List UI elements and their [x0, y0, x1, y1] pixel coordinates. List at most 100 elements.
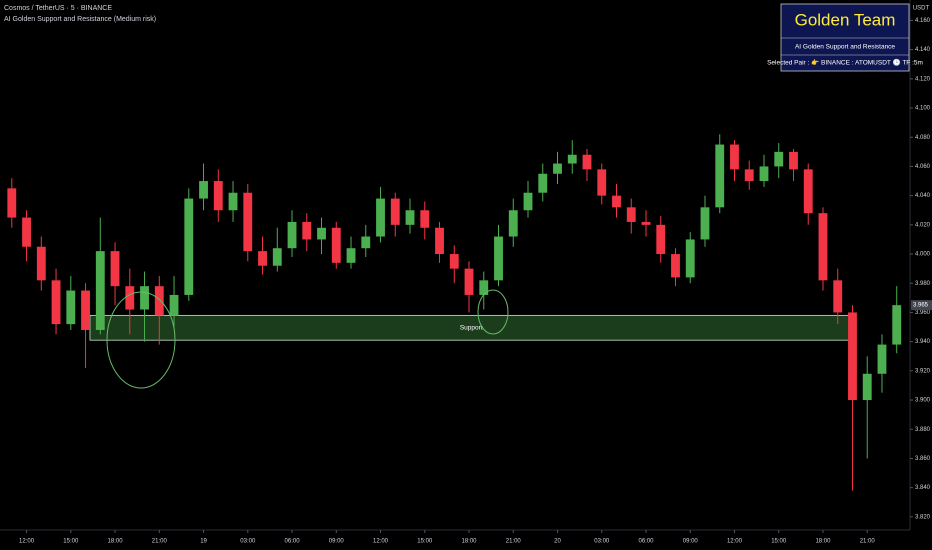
info-panel [780, 3, 910, 72]
y-tick-label: 4.000 [915, 252, 931, 258]
candle-body [479, 280, 489, 295]
candle-body [715, 144, 725, 208]
candle-body [730, 144, 739, 170]
candle-body [877, 344, 887, 374]
candle-body [892, 305, 902, 345]
x-tick-label: 21:00 [152, 539, 168, 545]
candle-body [390, 198, 400, 225]
x-tick-label: 15:00 [63, 539, 79, 545]
candle-body [671, 254, 680, 278]
candle-body [523, 192, 533, 211]
x-tick-label: 18:00 [108, 539, 124, 545]
x-tick-label: 15:00 [417, 539, 433, 545]
candle-body [597, 169, 607, 196]
candle-body [700, 207, 710, 240]
candle-body [22, 217, 31, 247]
candle-body [169, 294, 179, 316]
x-tick-label: 15:00 [771, 539, 787, 545]
y-tick-label: 4.080 [915, 135, 931, 141]
y-tick-label: 4.060 [915, 164, 931, 170]
candle-body [36, 246, 46, 281]
candle-body [302, 221, 312, 240]
candle-body [803, 169, 813, 214]
candle-body [567, 154, 577, 164]
y-tick-label: 4.040 [915, 193, 931, 199]
candle-body [51, 280, 61, 325]
candle-body [553, 163, 562, 174]
candle-body [789, 151, 798, 170]
candle-body [258, 251, 267, 266]
plot-area: Support [7, 134, 902, 491]
panel-title: Golden Team [795, 10, 896, 29]
candle-body [272, 248, 282, 266]
candle-body [626, 207, 636, 222]
candle-body [641, 221, 651, 225]
candle-body [449, 254, 459, 269]
candle-body [110, 251, 120, 287]
y-tick-label: 4.140 [915, 47, 931, 53]
y-tick-label: 4.100 [915, 106, 931, 112]
panel-pair: Selected Pair : 👉 BINANCE : ATOMUSDT 🕒 T… [767, 59, 923, 67]
candle-body [184, 198, 194, 295]
x-tick-label: 03:00 [594, 539, 610, 545]
candle-body [81, 290, 90, 330]
x-tick-label: 20 [554, 539, 561, 545]
support-label: Support [460, 325, 483, 332]
candle-body [331, 227, 341, 263]
x-tick-label: 12:00 [19, 539, 35, 545]
panel-subtitle: AI Golden Support and Resistance [795, 44, 895, 51]
y-tick-label: 3.960 [915, 310, 931, 316]
candle-body [125, 286, 135, 310]
candle-body [199, 181, 208, 199]
y-tick-label: 3.820 [915, 514, 931, 520]
candle-body [154, 286, 164, 316]
y-tick-label: 4.120 [915, 76, 931, 82]
candle-body [346, 248, 356, 263]
y-tick-label: 3.880 [915, 427, 931, 433]
candle-body [833, 280, 843, 313]
chart-title: Cosmos / TetherUS · 5 · BINANCE [4, 5, 112, 12]
y-tick-label: 3.940 [915, 339, 931, 345]
y-tick-label: 3.900 [915, 398, 931, 404]
y-tick-label: 3.920 [915, 368, 931, 374]
indicator-name: AI Golden Support and Resistance (Medium… [4, 16, 156, 23]
candle-body [243, 192, 253, 252]
x-tick-label: 06:00 [638, 539, 654, 545]
candle-body [744, 169, 754, 182]
x-tick-label: 19 [200, 539, 207, 545]
x-tick-label: 06:00 [285, 539, 301, 545]
candle-body [494, 236, 503, 281]
candle-body [612, 195, 621, 208]
y-axis-label: USDT [913, 6, 930, 12]
last-price-box [911, 300, 932, 311]
annotation-circle [106, 291, 176, 389]
candle-body [464, 268, 474, 295]
candle-body [656, 224, 666, 255]
x-tick-label: 18:00 [815, 539, 831, 545]
y-tick-label: 4.020 [915, 222, 931, 228]
candle-body [582, 154, 592, 170]
candle-body [405, 210, 415, 225]
candle-body [508, 210, 518, 237]
candle-body [228, 192, 238, 211]
x-tick-label: 09:00 [329, 539, 345, 545]
x-tick-label: 09:00 [683, 539, 699, 545]
y-tick-label: 3.840 [915, 485, 931, 491]
candle-body [818, 213, 828, 281]
candle-body [287, 221, 297, 249]
last-price-label: 3.965 [913, 303, 929, 309]
annotation-circle [477, 289, 509, 335]
x-tick-label: 12:00 [727, 539, 743, 545]
candle-body [7, 188, 17, 218]
x-tick-label: 21:00 [506, 539, 522, 545]
y-tick-label: 3.980 [915, 281, 931, 287]
candle-body [213, 181, 223, 211]
candle-body [376, 198, 385, 237]
x-tick-label: 03:00 [240, 539, 256, 545]
support-zone [89, 314, 853, 341]
candle-body [774, 151, 784, 167]
candle-body [95, 251, 105, 330]
candle-body [848, 312, 857, 401]
y-tick-label: 3.860 [915, 456, 931, 462]
